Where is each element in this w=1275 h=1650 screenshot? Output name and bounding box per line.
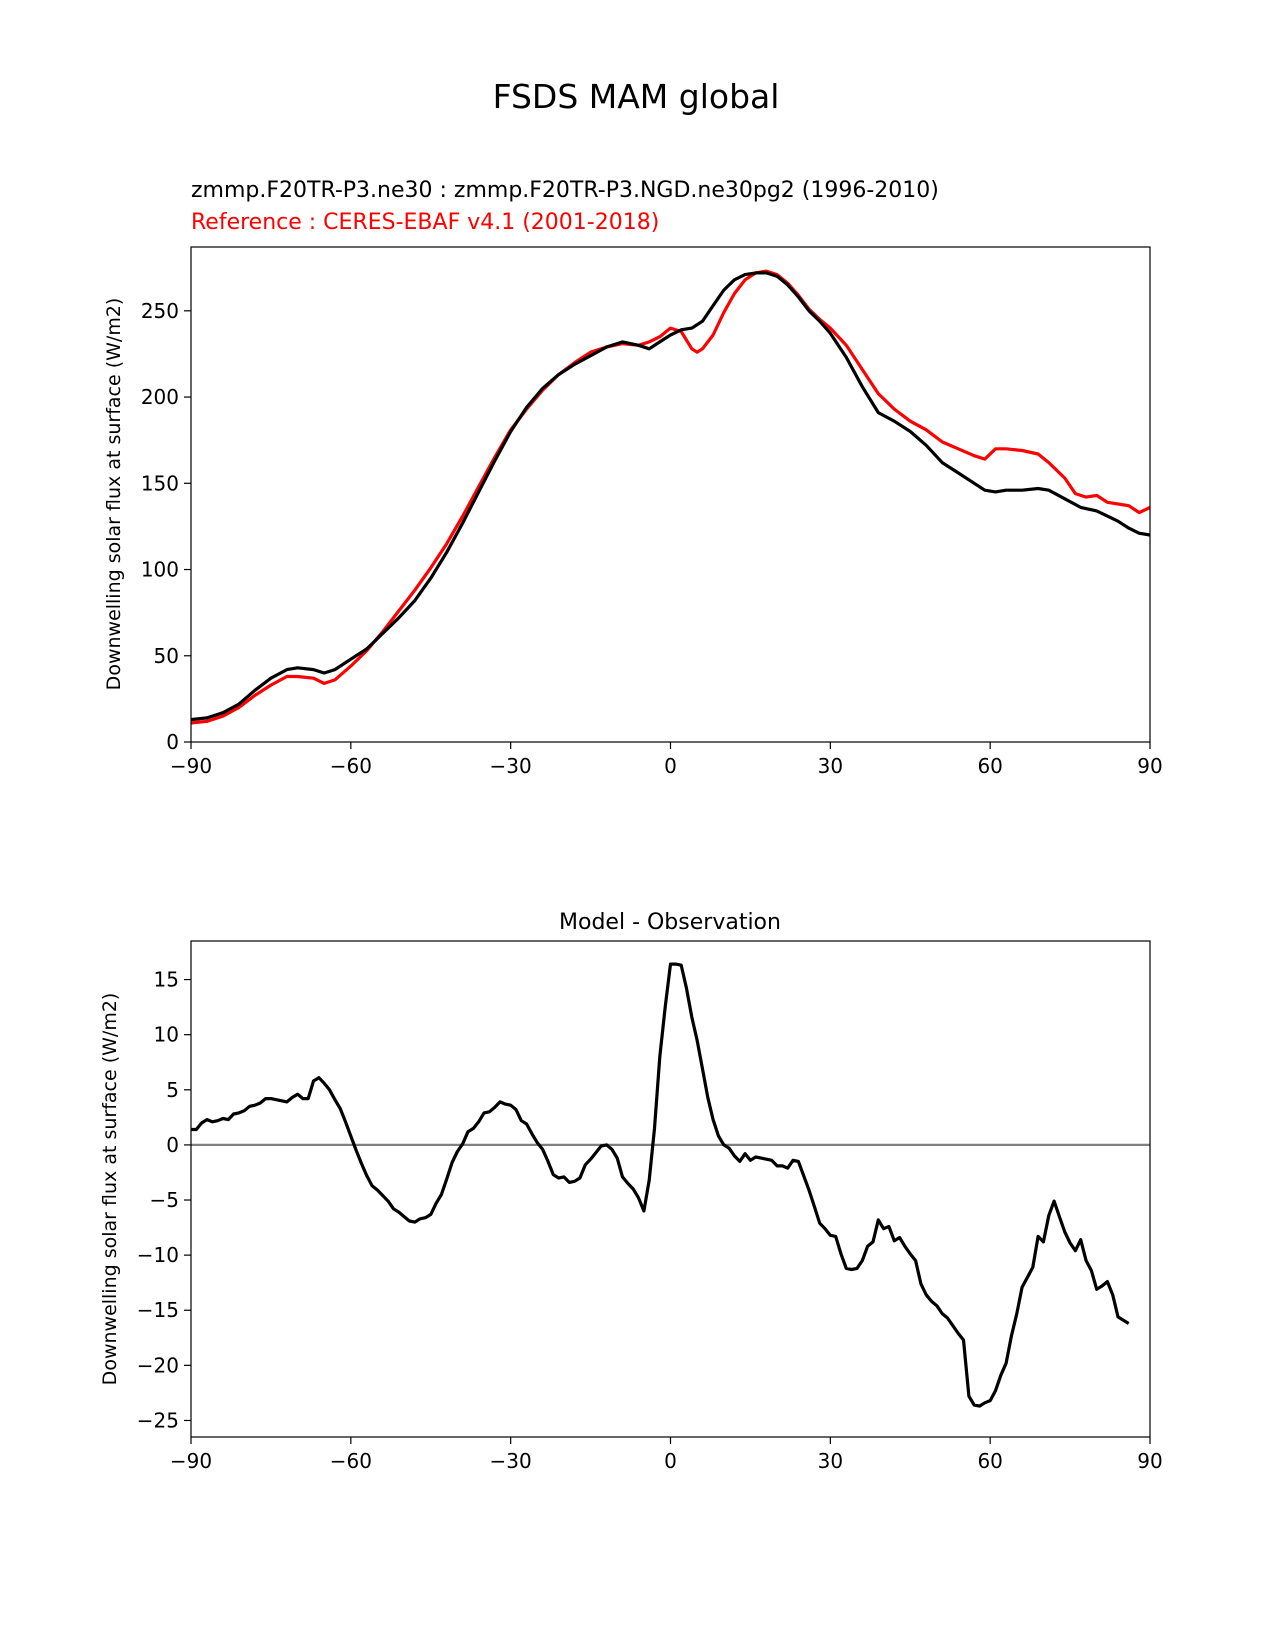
figure-title: FSDS MAM global xyxy=(493,77,780,116)
reference-series-line xyxy=(190,269,1151,725)
y-tick-label: −15 xyxy=(137,1298,179,1322)
bottom-y-axis-label: Downwelling solar flux at surface (W/m2) xyxy=(99,993,121,1386)
x-tick-label: 0 xyxy=(664,754,677,778)
x-tick-label: 30 xyxy=(818,1449,843,1473)
difference-series-line xyxy=(191,962,1130,1408)
y-tick-label: −5 xyxy=(150,1188,179,1212)
reference-caption: Reference : CERES-EBAF v4.1 (2001-2018) xyxy=(191,210,659,235)
y-tick-label: 250 xyxy=(141,299,179,323)
x-tick-label: −30 xyxy=(490,754,532,778)
bottom-panel: Model - Observation −90 −60 −30 0 30 60 90 15 10… xyxy=(99,910,1163,1473)
bottom-axes: −90 −60 −30 0 30 60 90 15 10 5 0 −5 −10 −15 −20 −25 xyxy=(137,968,1163,1473)
y-tick-label: 150 xyxy=(141,471,179,495)
top-axes: −90 −60 −30 0 30 60 90 0 50 100 150 200 250 xyxy=(141,299,1163,778)
y-tick-label: 100 xyxy=(141,558,179,582)
test-caption: zmmp.F20TR-P3.ne30 : zmmp.F20TR-P3.NGD.n… xyxy=(191,178,939,203)
y-tick-label: −20 xyxy=(137,1353,179,1377)
y-tick-label: 0 xyxy=(166,730,179,754)
y-tick-label: 5 xyxy=(166,1078,179,1102)
y-tick-label: 15 xyxy=(154,968,179,992)
top-panel: −90 −60 −30 0 30 60 90 0 50 100 150 200 250 Downwell… xyxy=(103,246,1163,778)
x-tick-label: 90 xyxy=(1137,754,1162,778)
x-tick-label: 30 xyxy=(818,754,843,778)
x-tick-label: −90 xyxy=(170,1449,212,1473)
x-tick-label: −60 xyxy=(330,754,372,778)
x-tick-label: −30 xyxy=(490,1449,532,1473)
x-tick-label: 90 xyxy=(1137,1449,1162,1473)
x-tick-label: −90 xyxy=(170,754,212,778)
top-y-axis-label: Downwelling solar flux at surface (W/m2) xyxy=(103,298,125,691)
y-tick-label: −25 xyxy=(137,1408,179,1432)
y-tick-label: 0 xyxy=(166,1133,179,1157)
x-tick-label: 60 xyxy=(977,754,1002,778)
x-tick-label: −60 xyxy=(330,1449,372,1473)
y-tick-label: 50 xyxy=(154,644,179,668)
y-tick-label: 200 xyxy=(141,385,179,409)
top-series-group xyxy=(190,269,1151,725)
y-tick-label: 10 xyxy=(154,1023,179,1047)
x-tick-label: 0 xyxy=(664,1449,677,1473)
x-tick-label: 60 xyxy=(977,1449,1002,1473)
bottom-series-group xyxy=(191,962,1130,1408)
bottom-panel-title: Model - Observation xyxy=(559,910,781,935)
test-series-line xyxy=(190,271,1151,722)
y-tick-label: −10 xyxy=(137,1243,179,1267)
